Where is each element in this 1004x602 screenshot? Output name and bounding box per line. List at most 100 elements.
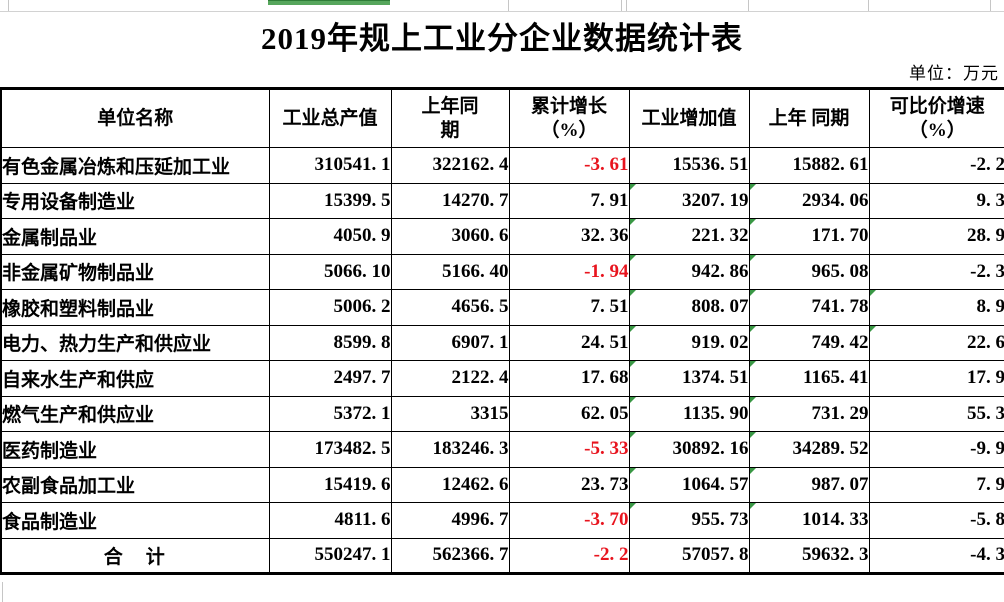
unit-label: 单位：万元 [909,64,999,83]
cell-gross_output[interactable]: 2497. 7 [268,360,392,397]
cell-cum_growth_pct[interactable]: 17. 68 [508,360,630,397]
cell-gross_output_prev[interactable]: 4656. 5 [390,289,510,326]
cell-added_value_prev[interactable]: 1165. 41 [748,360,870,397]
cell-cum_growth_pct[interactable]: 7. 51 [508,289,630,326]
cell-cum_growth_pct[interactable]: 7. 91 [508,182,630,219]
cell-gross_output_prev[interactable]: 4996. 7 [390,502,510,539]
column-header-gross-output[interactable]: 工业总产值 [268,88,392,148]
gridline [868,0,869,11]
cell-added_value_prev[interactable]: 1014. 33 [748,502,870,539]
cell-flag-triangle-icon [630,325,636,332]
cell-gross_output_prev[interactable]: 183246. 3 [390,431,510,468]
cell-added_value[interactable]: 942. 86 [628,253,750,290]
cell-added_value_prev[interactable]: 731. 29 [748,395,870,432]
cell-gross_output[interactable]: 5006. 2 [268,289,392,326]
column-header-gross-output-prev[interactable]: 上年同 期 [390,88,510,148]
cell-name[interactable]: 有色金属冶炼和压延加工业 [0,147,270,184]
cell-gross_output[interactable]: 4050. 9 [268,218,392,255]
cell-gross_output_prev[interactable]: 322162. 4 [390,147,510,184]
cell-comparable_growth_pct[interactable]: 8. 9 [868,289,1004,326]
column-header-added-value[interactable]: 工业增加值 [628,88,750,148]
cell-gross_output_prev[interactable]: 2122. 4 [390,360,510,397]
cell-added_value_prev[interactable]: 987. 07 [748,466,870,503]
cell-gross_output_prev[interactable]: 3060. 6 [390,218,510,255]
cell-gross_output[interactable]: 5372. 1 [268,395,392,432]
cell-cum_growth_pct[interactable]: -5. 33 [508,431,630,468]
cell-comparable_growth_pct[interactable]: -2. 2 [868,147,1004,184]
cell-gross_output_prev[interactable]: 562366. 7 [390,537,510,574]
cell-gross_output[interactable]: 5066. 10 [268,253,392,290]
cell-added_value[interactable]: 1064. 57 [628,466,750,503]
cell-name[interactable]: 燃气生产和供应业 [0,395,270,432]
cell-name[interactable]: 自来水生产和供应 [0,360,270,397]
cell-name[interactable]: 食品制造业 [0,502,270,539]
cell-added_value_prev[interactable]: 965. 08 [748,253,870,290]
cell-comparable_growth_pct[interactable]: -4. 3 [868,537,1004,574]
column-header-name[interactable]: 单位名称 [0,88,270,148]
cell-added_value[interactable]: 15536. 51 [628,147,750,184]
cell-gross_output[interactable]: 310541. 1 [268,147,392,184]
cell-name[interactable]: 专用设备制造业 [0,182,270,219]
cell-name[interactable]: 非金属矿物制品业 [0,253,270,290]
cell-cum_growth_pct[interactable]: -1. 94 [508,253,630,290]
cell-comparable_growth_pct[interactable]: 22. 6 [868,324,1004,361]
cell-added_value[interactable]: 955. 73 [628,502,750,539]
cell-name[interactable]: 橡胶和塑料制品业 [0,289,270,326]
cell-cum_growth_pct[interactable]: 62. 05 [508,395,630,432]
cell-comparable_growth_pct[interactable]: 17. 9 [868,360,1004,397]
cell-flag-triangle-icon [630,503,636,509]
cell-name[interactable]: 合 计 [0,537,270,574]
cell-added_value_prev[interactable]: 34289. 52 [748,431,870,468]
cell-name[interactable]: 农副食品加工业 [0,466,270,503]
cell-added_value[interactable]: 221. 32 [628,218,750,255]
cell-gross_output[interactable]: 173482. 5 [268,431,392,468]
cell-cum_growth_pct[interactable]: -3. 70 [508,502,630,539]
cell-cum_growth_pct[interactable]: 23. 73 [508,466,630,503]
cell-comparable_growth_pct[interactable]: 9. 3 [868,182,1004,219]
column-header-added-value-prev[interactable]: 上年 同期 [748,88,870,148]
cell-flag-triangle-icon [750,183,756,190]
cell-comparable_growth_pct[interactable]: -2. 3 [868,253,1004,290]
cell-added_value[interactable]: 1374. 51 [628,360,750,397]
cell-gross_output[interactable]: 15399. 5 [268,182,392,219]
cell-added_value[interactable]: 30892. 16 [628,431,750,468]
cell-added_value[interactable]: 57057. 8 [628,537,750,574]
column-header-comparable-growth[interactable]: 可比价增速 （%） [868,88,1004,148]
cell-added_value_prev[interactable]: 2934. 06 [748,182,870,219]
cell-gross_output_prev[interactable]: 3315 [390,395,510,432]
cell-gross_output[interactable]: 15419. 6 [268,466,392,503]
cell-comparable_growth_pct[interactable]: 7. 9 [868,466,1004,503]
cell-name[interactable]: 电力、热力生产和供应业 [0,324,270,361]
cell-cum_growth_pct[interactable]: 32. 36 [508,218,630,255]
cell-added_value_prev[interactable]: 749. 42 [748,324,870,361]
cell-flag-triangle-icon [750,467,756,474]
cell-comparable_growth_pct[interactable]: 55. 3 [868,395,1004,432]
cell-comparable_growth_pct[interactable]: 28. 9 [868,218,1004,255]
cell-flag-triangle-icon [750,432,756,438]
cell-gross_output_prev[interactable]: 5166. 40 [390,253,510,290]
cell-gross_output[interactable]: 8599. 8 [268,324,392,361]
cell-gross_output_prev[interactable]: 14270. 7 [390,182,510,219]
cell-comparable_growth_pct[interactable]: -9. 9 [868,431,1004,468]
cell-gross_output_prev[interactable]: 12462. 6 [390,466,510,503]
cell-comparable_growth_pct[interactable]: -5. 8 [868,502,1004,539]
cell-added_value[interactable]: 3207. 19 [628,182,750,219]
cell-cum_growth_pct[interactable]: -3. 61 [508,147,630,184]
cell-added_value[interactable]: 1135. 90 [628,395,750,432]
cell-flag-triangle-icon [630,254,636,261]
cell-added_value[interactable]: 808. 07 [628,289,750,326]
cell-added_value_prev[interactable]: 15882. 61 [748,147,870,184]
cell-flag-triangle-icon [630,432,636,438]
cell-added_value_prev[interactable]: 741. 78 [748,289,870,326]
cell-cum_growth_pct[interactable]: 24. 51 [508,324,630,361]
cell-added_value_prev[interactable]: 59632. 3 [748,537,870,574]
cell-cum_growth_pct[interactable]: -2. 2 [508,537,630,574]
cell-added_value_prev[interactable]: 171. 70 [748,218,870,255]
column-header-cum-growth[interactable]: 累计增长 （%） [508,88,630,148]
cell-added_value[interactable]: 919. 02 [628,324,750,361]
cell-gross_output_prev[interactable]: 6907. 1 [390,324,510,361]
cell-gross_output[interactable]: 550247. 1 [268,537,392,574]
cell-name[interactable]: 金属制品业 [0,218,270,255]
cell-name[interactable]: 医药制造业 [0,431,270,468]
cell-gross_output[interactable]: 4811. 6 [268,502,392,539]
